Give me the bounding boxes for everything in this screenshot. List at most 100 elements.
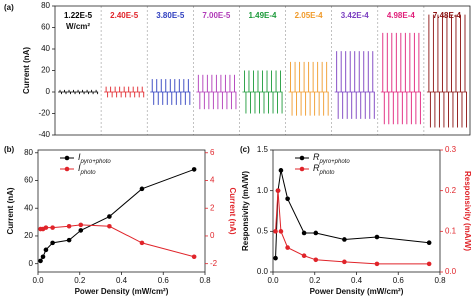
legend-label: Iphoto [78,163,96,175]
legend-subscript: photo [319,170,336,176]
y-tick-label: 80 [24,148,33,157]
marker [50,240,55,246]
y2-tick-label: -2 [210,259,218,268]
legend-label: 3.80E-5 [156,11,185,20]
panel-label: (a) [4,3,14,12]
marker [426,240,432,246]
legend-label: 4.98E-4 [387,11,416,20]
legend-label: 1.22E-5 [64,11,93,20]
panel-label: (c) [240,145,250,154]
marker [426,261,432,267]
y2-axis-label: Current (nA) [228,187,237,234]
marker [139,186,145,192]
marker [342,259,347,265]
plot-frame [37,149,206,273]
marker [107,223,112,229]
plot-frame [272,149,441,273]
marker [273,255,278,261]
x-axis-label: Power Density (mW/cm²) [75,287,169,296]
y2-axis-label: Responsivity (mA/W) [463,171,472,251]
legend-marker [299,155,305,161]
marker [38,258,43,264]
legend-label: 7.00E-5 [202,11,231,20]
marker [313,257,319,263]
x-tick-label: 0.8 [434,276,446,285]
y-tick-label: 0 [29,259,34,268]
marker [78,222,84,228]
marker [273,229,278,234]
unit-label: W/cm² [66,22,90,31]
marker [191,167,197,172]
legend-label: 7.48E-4 [433,11,462,20]
legend-subscript: photo [80,170,97,176]
legend-label: 2.40E-5 [110,11,139,20]
legend-marker [299,166,305,172]
panel-label: (b) [4,145,15,154]
y-tick-label: 60 [24,176,33,185]
marker [66,237,72,243]
plot-frame [54,5,471,136]
legend-name: R [313,152,320,162]
y-tick-label: 40 [41,44,50,53]
y-tick-label: 1.5 [257,145,269,154]
marker [191,254,197,260]
legend-label: 1.49E-4 [248,11,277,20]
marker [301,253,307,259]
marker [342,237,347,242]
marker [50,225,55,230]
y2-tick-label: 0.1 [445,226,457,235]
x-tick-label: 0.6 [158,276,170,285]
x-tick-label: 0.4 [116,276,128,285]
legend-label: Rpyro+photo [313,152,350,164]
y-axis-label: Current (nA) [22,47,31,94]
marker [78,228,84,233]
y2-tick-label: 0.2 [445,186,457,195]
y-tick-label: 20 [41,66,50,75]
x-tick-label: 0.4 [351,276,363,285]
marker [278,168,284,173]
marker [66,223,72,229]
marker [139,240,145,246]
legend-label: 3.42E-4 [341,11,370,20]
legend-label: 2.05E-4 [295,11,324,20]
y2-tick-label: 2 [210,203,215,212]
marker [374,234,380,240]
x-tick-label: 0.2 [309,276,321,285]
marker [285,196,290,202]
y-tick-label: 0.0 [257,267,269,276]
marker [275,188,281,193]
legend-subscript: pyro+photo [319,159,351,165]
y-axis-label: Current (nA) [6,187,15,234]
x-tick-label: 0.0 [32,276,44,285]
y2-tick-label: 6 [210,148,215,157]
marker [374,261,380,267]
y-tick-label: 0 [46,87,51,96]
marker [107,214,112,219]
legend-name: I [78,163,81,173]
series-line [275,190,430,265]
y-tick-label: -40 [38,130,50,139]
marker [285,245,290,250]
y2-tick-label: 0.3 [445,145,457,154]
y-tick-label: -20 [38,109,50,118]
y-tick-label: 1.0 [257,186,269,195]
legend-marker [64,155,70,161]
legend-name: R [313,163,320,173]
legend-label: Rphoto [313,163,335,175]
y-axis-label: Responsivity (mA/W) [241,171,250,251]
marker [43,225,49,230]
marker [40,254,46,260]
legend-label: Ipyro+photo [78,152,111,164]
y-tick-label: 40 [24,203,33,212]
marker [278,229,284,234]
series-line [40,168,195,262]
y-tick-label: 80 [41,1,50,10]
legend-marker [64,166,70,172]
x-tick-label: 0.2 [74,276,86,285]
y-tick-label: 20 [24,231,33,240]
marker [313,230,319,236]
legend-name: I [78,152,81,162]
marker [301,230,307,236]
legend-subscript: pyro+photo [80,159,112,165]
